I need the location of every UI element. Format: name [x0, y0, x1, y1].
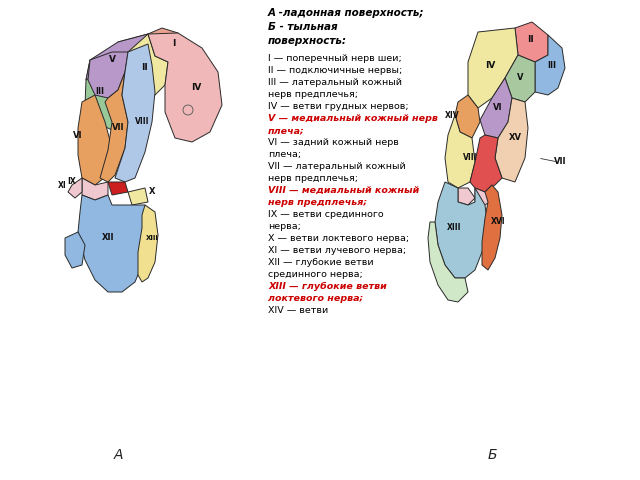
Polygon shape: [515, 22, 548, 62]
Polygon shape: [108, 34, 168, 102]
Polygon shape: [468, 28, 518, 108]
Polygon shape: [480, 78, 512, 138]
Text: нерв предплечья;: нерв предплечья;: [268, 198, 367, 207]
Polygon shape: [65, 232, 85, 268]
Polygon shape: [475, 185, 495, 205]
Polygon shape: [435, 182, 488, 278]
Text: VIII — медиальный кожный: VIII — медиальный кожный: [268, 186, 419, 195]
Polygon shape: [482, 185, 502, 270]
Text: VIII: VIII: [135, 118, 149, 127]
Text: XIII — глубокие ветви: XIII — глубокие ветви: [268, 282, 387, 291]
Text: VII: VII: [554, 157, 566, 167]
Polygon shape: [82, 178, 108, 200]
Text: Б: Б: [487, 448, 497, 462]
Text: II — подключичные нервы;: II — подключичные нервы;: [268, 66, 403, 75]
Polygon shape: [138, 205, 158, 282]
Polygon shape: [86, 34, 148, 80]
Text: XIII: XIII: [447, 224, 461, 232]
Text: III — латеральный кожный: III — латеральный кожный: [268, 78, 402, 87]
Text: XI — ветви лучевого нерва;: XI — ветви лучевого нерва;: [268, 246, 406, 255]
Text: II: II: [527, 36, 533, 45]
Polygon shape: [115, 44, 155, 182]
Text: VII: VII: [112, 123, 124, 132]
Text: V — медиальный кожный нерв: V — медиальный кожный нерв: [268, 114, 438, 123]
Polygon shape: [428, 222, 468, 302]
Polygon shape: [108, 182, 128, 195]
Text: VII — латеральный кожный: VII — латеральный кожный: [268, 162, 406, 171]
Text: I — поперечный нерв шеи;: I — поперечный нерв шеи;: [268, 54, 402, 63]
Text: Б - тыльная: Б - тыльная: [268, 22, 338, 32]
Polygon shape: [68, 178, 82, 198]
Text: V: V: [516, 73, 524, 83]
Polygon shape: [148, 28, 188, 62]
Text: поверхность:: поверхность:: [268, 36, 347, 46]
Polygon shape: [78, 95, 112, 185]
Text: XIV: XIV: [445, 110, 460, 120]
Text: II: II: [141, 62, 148, 72]
Text: XVI: XVI: [491, 217, 506, 227]
Text: VI: VI: [493, 104, 503, 112]
Text: плеча;: плеча;: [268, 150, 301, 159]
Polygon shape: [505, 55, 535, 102]
Polygon shape: [88, 52, 128, 98]
Text: IV — ветви грудных нервов;: IV — ветви грудных нервов;: [268, 102, 408, 111]
Text: нерв предплечья;: нерв предплечья;: [268, 90, 358, 99]
Text: плеча;: плеча;: [268, 126, 305, 135]
Polygon shape: [458, 188, 475, 205]
Text: срединного нерва;: срединного нерва;: [268, 270, 363, 279]
Text: XIV — ветви: XIV — ветви: [268, 306, 328, 315]
Text: IV: IV: [485, 60, 495, 70]
Polygon shape: [78, 195, 152, 292]
Text: III: III: [95, 87, 104, 96]
Text: XI: XI: [58, 180, 67, 190]
Text: X: X: [148, 188, 156, 196]
Polygon shape: [128, 188, 148, 205]
Text: А: А: [113, 448, 123, 462]
Text: нерв предплечья;: нерв предплечья;: [268, 174, 358, 183]
Text: IX: IX: [68, 178, 76, 187]
Polygon shape: [85, 60, 128, 130]
Text: нерва;: нерва;: [268, 222, 301, 231]
Text: А -ладонная поверхность;: А -ладонная поверхность;: [268, 8, 424, 18]
Text: IX — ветви срединного: IX — ветви срединного: [268, 210, 383, 219]
Text: VI: VI: [73, 131, 83, 140]
Text: XIII: XIII: [145, 235, 159, 241]
Text: XV: XV: [509, 133, 522, 143]
Text: III: III: [547, 60, 557, 70]
Text: XII: XII: [102, 233, 115, 242]
Text: локтевого нерва;: локтевого нерва;: [268, 294, 364, 303]
Polygon shape: [445, 115, 475, 188]
Text: XII — глубокие ветви: XII — глубокие ветви: [268, 258, 374, 267]
Polygon shape: [495, 98, 528, 182]
Text: X — ветви локтевого нерва;: X — ветви локтевого нерва;: [268, 234, 409, 243]
Polygon shape: [148, 33, 222, 142]
Polygon shape: [535, 35, 565, 95]
Polygon shape: [470, 135, 502, 192]
Polygon shape: [100, 72, 128, 182]
Text: VIII: VIII: [463, 154, 477, 163]
Text: VI — задний кожный нерв: VI — задний кожный нерв: [268, 138, 399, 147]
Text: IV: IV: [191, 84, 201, 93]
Text: V: V: [109, 56, 115, 64]
Text: I: I: [172, 38, 176, 48]
Polygon shape: [455, 95, 480, 138]
